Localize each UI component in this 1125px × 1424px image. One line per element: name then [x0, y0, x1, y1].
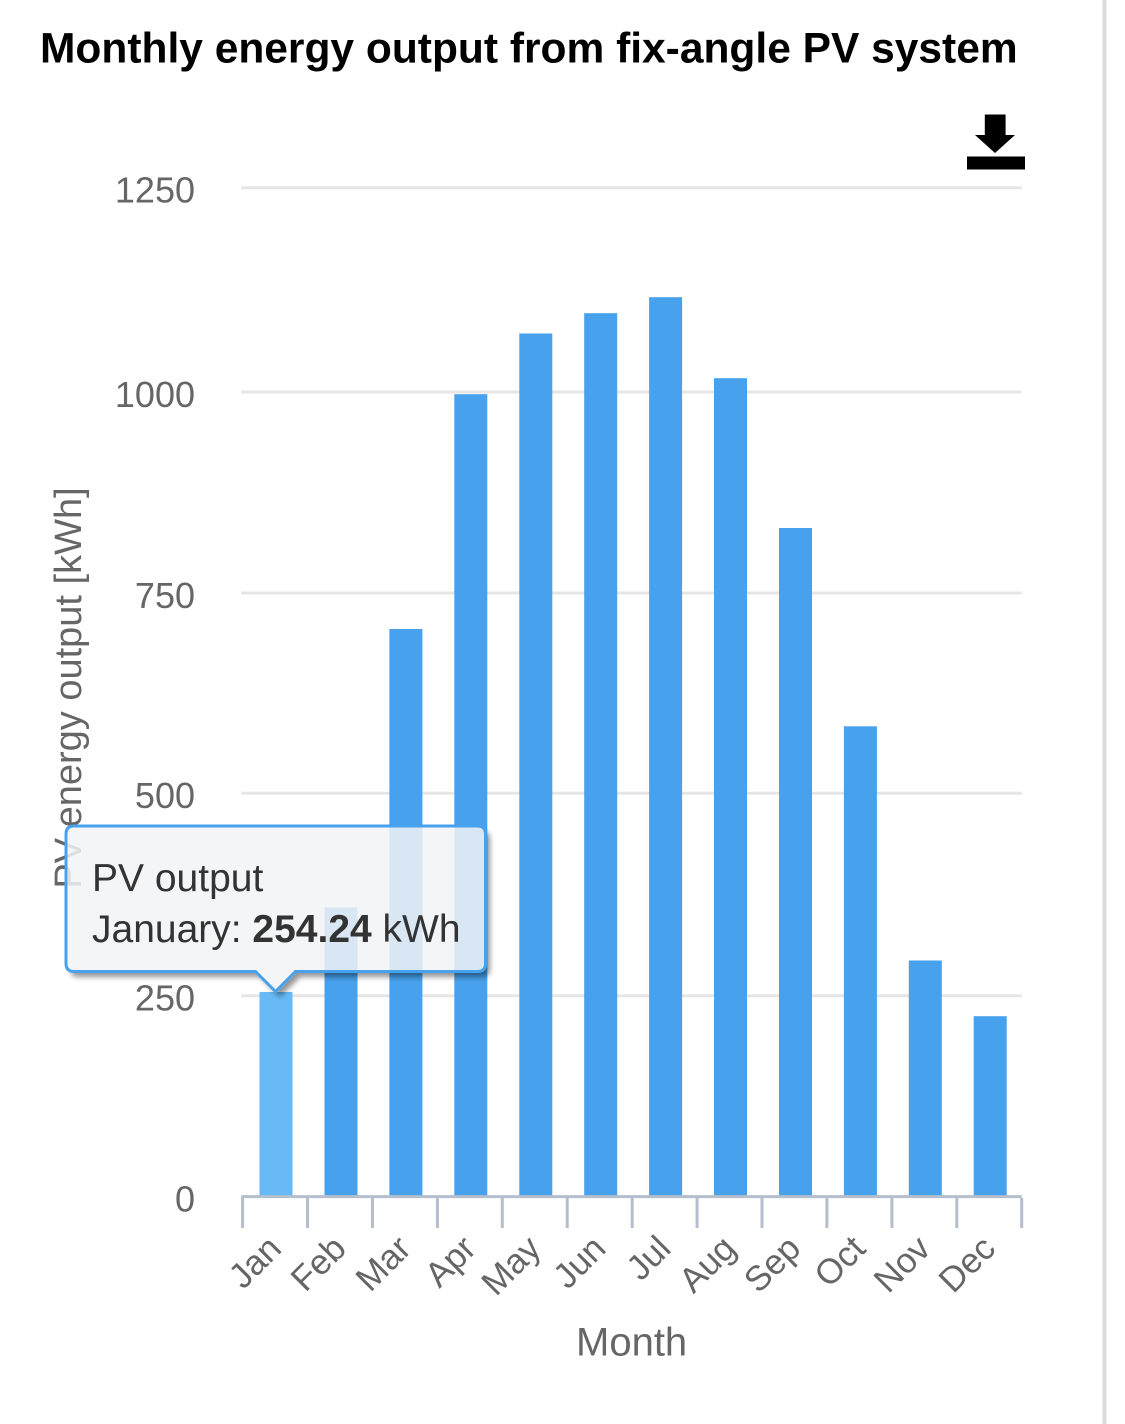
svg-text:1000: 1000 — [115, 374, 195, 415]
svg-text:500: 500 — [135, 775, 195, 816]
svg-text:750: 750 — [135, 575, 195, 616]
svg-text:PV energy output [kWh]: PV energy output [kWh] — [48, 487, 90, 888]
svg-text:January: 254.24 kWh: January: 254.24 kWh — [92, 908, 461, 951]
svg-text:250: 250 — [135, 978, 195, 1019]
svg-text:PV output: PV output — [92, 857, 263, 900]
svg-text:Monthly energy output from fix: Monthly energy output from fix-angle PV … — [40, 25, 1018, 72]
svg-text:1250: 1250 — [115, 170, 195, 211]
svg-text:0: 0 — [175, 1178, 195, 1219]
svg-text:Month: Month — [576, 1321, 687, 1365]
